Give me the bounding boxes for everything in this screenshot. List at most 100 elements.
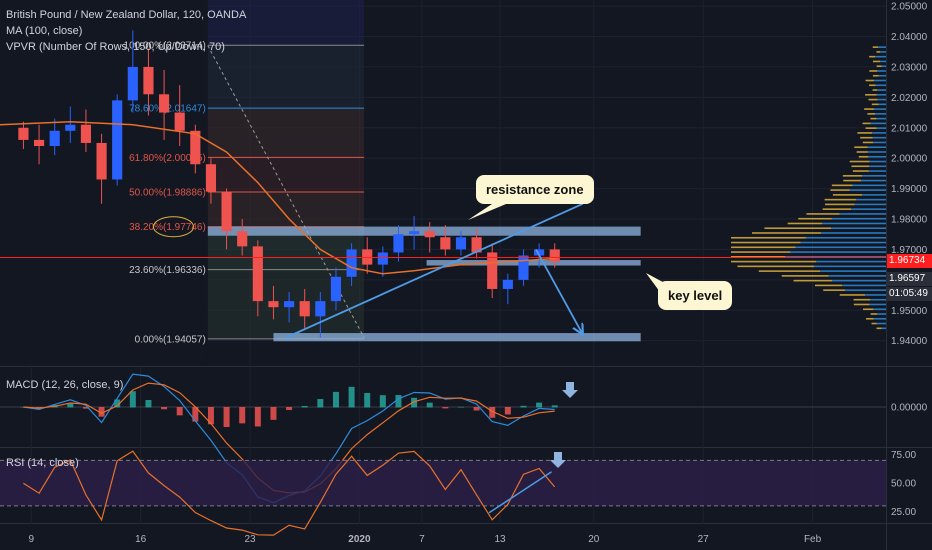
vpvr-bar-down — [858, 155, 869, 158]
vpvr-bar-down — [731, 260, 817, 263]
vpvr-bar-up — [873, 308, 886, 311]
ma-100-line — [0, 120, 555, 275]
candle-body — [455, 237, 467, 250]
time-tick-label: 23 — [244, 534, 256, 545]
price-tick-label: 2.04000 — [891, 32, 928, 43]
projection-arrow — [535, 248, 583, 334]
vpvr-bar-up — [831, 227, 886, 230]
vpvr-bar-up — [880, 51, 886, 53]
rsi-tick-label: 50.00 — [891, 479, 916, 490]
time-tick-label: 16 — [135, 534, 147, 545]
vpvr-bar-down — [872, 74, 879, 77]
resistance-zone-callout: resistance zone — [476, 175, 594, 204]
macd-histogram-bar — [348, 386, 355, 408]
vpvr-bar-down — [862, 122, 871, 125]
vpvr-bar-up — [881, 327, 886, 330]
rsi-line — [23, 450, 556, 536]
ma-legend: MA (100, close) — [6, 25, 83, 37]
candle-body — [33, 139, 45, 146]
price-tick-label: 2.00000 — [891, 154, 928, 165]
candle-body — [205, 164, 217, 192]
candle-body — [221, 191, 232, 232]
vpvr-bar-down — [865, 79, 875, 82]
candle-body — [502, 279, 513, 289]
vpvr-bar-down — [867, 113, 876, 115]
macd-histogram-bar — [145, 400, 152, 408]
time-axis[interactable]: 9 16 23 2020 7 13 20 27 Feb — [28, 534, 821, 545]
candle-body — [518, 255, 529, 280]
vpvr-bar-down — [815, 284, 843, 287]
rsi-legend: RSI (14, close) — [6, 457, 79, 469]
fib-band — [207, 108, 365, 158]
vpvr-bar-up — [845, 289, 886, 291]
vpvr-bar-up — [875, 55, 886, 58]
candle-body — [127, 66, 138, 101]
vpvr-bar-up — [878, 46, 886, 48]
macd-histogram-bar — [270, 407, 277, 420]
fib-level-label: 0.00%(1.94057) — [135, 334, 206, 345]
fib-band — [207, 192, 365, 227]
vpvr-bar-up — [873, 108, 886, 110]
vpvr-bar-up — [873, 141, 886, 144]
vpvr-bar-down — [731, 241, 801, 244]
vpvr-bar-down — [752, 232, 822, 234]
price-tick-label: 2.05000 — [891, 2, 928, 13]
macd-histogram-bar — [301, 405, 308, 408]
vpvr-bar-up — [873, 317, 886, 320]
fib-level-label: 50.00%(1.98886) — [129, 188, 206, 199]
vpvr-bar-down — [839, 294, 866, 296]
macd-histogram-bar — [364, 393, 371, 408]
vpvr-bar-up — [861, 179, 886, 182]
vpvr-bar-up — [832, 279, 886, 282]
vpvr-bar-down — [876, 327, 882, 330]
price-tick-label: 2.03000 — [891, 62, 928, 73]
rising-trendline — [285, 202, 584, 339]
vpvr-bar-up — [870, 122, 886, 125]
candle-body — [252, 246, 263, 302]
vpvr-bar-down — [854, 146, 868, 149]
rsi-tick-label: 25.00 — [891, 507, 916, 518]
macd-histogram-bar — [176, 407, 183, 416]
rsi-pane: 75.00 50.00 25.00 — [0, 450, 916, 536]
rsi-tick-label: 75.00 — [891, 450, 916, 461]
candle-body — [424, 231, 435, 238]
macd-histogram-bar — [504, 407, 511, 415]
macd-histogram-bar — [379, 395, 386, 408]
vpvr-bar-down — [764, 227, 832, 230]
vpvr-bar-down — [853, 303, 870, 306]
vpvr-bar-up — [868, 170, 886, 172]
vpvr-bar-down — [869, 70, 878, 72]
candle-body — [80, 124, 92, 143]
macd-histogram-bar — [98, 407, 105, 417]
fib-band — [207, 45, 365, 109]
vpvr-bar-up — [876, 322, 886, 325]
vpvr-bar-down — [824, 198, 857, 201]
price-zones[interactable] — [207, 226, 641, 342]
countdown-tag: 01:05:49 — [887, 287, 932, 301]
vpvr-bar-down — [870, 117, 877, 120]
vpvr-bar-up — [868, 155, 886, 158]
macd-histogram-bar — [411, 397, 418, 408]
vpvr-bar-up — [872, 136, 886, 139]
selection-shade — [207, 0, 365, 46]
chart-shade — [0, 0, 208, 365]
vpvr-bar-up — [867, 151, 886, 153]
vpvr-bar-up — [822, 222, 886, 225]
vpvr-bar-up — [878, 74, 886, 77]
vpvr-bar-down — [868, 98, 878, 101]
vpvr-bar-down — [806, 213, 840, 215]
price-tick-label: 2.01000 — [891, 123, 928, 134]
time-tick-label: 20 — [588, 534, 600, 545]
zone-key-level — [426, 260, 641, 266]
vpvr-bar-down — [864, 108, 874, 110]
fib-highlight-ellipse — [152, 216, 194, 238]
candle-body — [18, 127, 29, 140]
vpvr-bar-up — [820, 270, 886, 272]
second-price-tag: 1.96597 — [887, 272, 932, 286]
vpvr-bar-down — [852, 170, 869, 172]
macd-histogram-bar — [223, 407, 230, 428]
vpvr-bar-up — [795, 246, 886, 249]
vpvr-bar-up — [876, 127, 886, 129]
